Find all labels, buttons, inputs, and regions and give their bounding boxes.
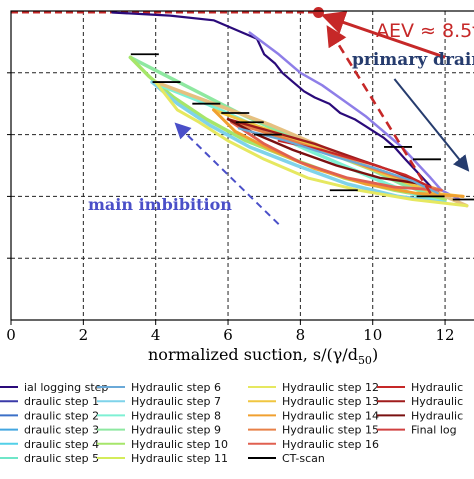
annotation-arrows bbox=[174, 11, 470, 225]
legend-item-17: CT-scan bbox=[248, 452, 325, 465]
series-line-1 bbox=[248, 31, 461, 201]
x-tick-label-0: 0 bbox=[6, 326, 16, 344]
legend-label-0: ial logging step bbox=[24, 381, 108, 394]
x-tick-label-2: 4 bbox=[151, 326, 161, 344]
aev-arrow bbox=[320, 11, 446, 59]
legend-item-5: draulic step 5 bbox=[0, 452, 99, 465]
legend-item-18: Hydraulic bbox=[377, 381, 463, 394]
legend-item-4: draulic step 4 bbox=[0, 438, 99, 451]
aev-annotation: AEV ≈ 8.5γ bbox=[376, 20, 474, 42]
legend-item-20: Hydraulic bbox=[377, 409, 463, 422]
legend-item-10: Hydraulic step 10 bbox=[97, 438, 228, 451]
series-line-0 bbox=[111, 11, 447, 198]
legend-label-12: Hydraulic step 12 bbox=[282, 381, 379, 394]
x-tick-label-6: 12 bbox=[436, 326, 455, 344]
aev-dashed-arrow bbox=[326, 25, 432, 194]
legend-label-7: Hydraulic step 7 bbox=[131, 395, 221, 408]
legend-label-11: Hydraulic step 11 bbox=[131, 452, 228, 465]
legend-label-1: draulic step 1 bbox=[24, 395, 99, 408]
legend-label-18: Hydraulic bbox=[411, 381, 463, 394]
legend-label-10: Hydraulic step 10 bbox=[131, 438, 228, 451]
legend-label-5: draulic step 5 bbox=[24, 452, 99, 465]
legend-label-20: Hydraulic bbox=[411, 409, 463, 422]
series-line-7 bbox=[154, 80, 469, 208]
legend-item-3: draulic step 3 bbox=[0, 424, 99, 437]
ct-scan-marks bbox=[130, 53, 474, 201]
x-tick-label-1: 2 bbox=[79, 326, 89, 344]
x-ticks: 0 2 4 6 8 10 12 bbox=[6, 320, 455, 344]
legend-item-9: Hydraulic step 9 bbox=[97, 424, 221, 437]
series-line-15 bbox=[237, 127, 439, 195]
legend-item-6: Hydraulic step 6 bbox=[97, 381, 221, 394]
x-tick-label-4: 8 bbox=[296, 326, 306, 344]
x-axis-label: normalized suction, s/(γ/d50) bbox=[148, 345, 378, 367]
primary-drainage-arrow bbox=[393, 78, 470, 172]
legend-label-16: Hydraulic step 16 bbox=[282, 438, 379, 451]
main-imbibition-annotation: main imbibition bbox=[88, 195, 232, 214]
legend-item-19: Hydraulic bbox=[377, 395, 463, 408]
legend-item-2: draulic step 2 bbox=[0, 409, 99, 422]
legend-item-7: Hydraulic step 7 bbox=[97, 395, 221, 408]
legend-item-11: Hydraulic step 11 bbox=[97, 452, 228, 465]
legend-label-8: Hydraulic step 8 bbox=[131, 409, 221, 422]
primary-drainage-annotation: primary drair bbox=[352, 50, 474, 70]
x-axis-label-tail: ) bbox=[372, 345, 378, 364]
legend-label-13: Hydraulic step 13 bbox=[282, 395, 379, 408]
series-line-11 bbox=[230, 120, 443, 192]
legend-label-14: Hydraulic step 14 bbox=[282, 409, 379, 422]
legend-item-14: Hydraulic step 14 bbox=[248, 409, 379, 422]
x-axis-label-main: normalized suction, s/(γ/d bbox=[148, 345, 358, 364]
legend-label-21: Final log bbox=[411, 424, 457, 437]
series-group bbox=[11, 7, 469, 208]
aev-point bbox=[312, 7, 324, 19]
legend-label-3: draulic step 3 bbox=[24, 424, 99, 437]
legend-item-15: Hydraulic step 15 bbox=[248, 424, 379, 437]
legend-label-19: Hydraulic bbox=[411, 395, 463, 408]
legend-item-0: ial logging step bbox=[0, 381, 108, 394]
legend-label-9: Hydraulic step 9 bbox=[131, 424, 221, 437]
legend-item-1: draulic step 1 bbox=[0, 395, 99, 408]
x-tick-label-5: 10 bbox=[363, 326, 382, 344]
legend-label-2: draulic step 2 bbox=[24, 409, 99, 422]
x-axis-label-sub: 50 bbox=[358, 354, 372, 367]
x-tick-label-3: 6 bbox=[223, 326, 233, 344]
legend-label-6: Hydraulic step 6 bbox=[131, 381, 221, 394]
legend-label-15: Hydraulic step 15 bbox=[282, 424, 379, 437]
legend-item-16: Hydraulic step 16 bbox=[248, 438, 379, 451]
plot-frame bbox=[10, 10, 474, 321]
legend-item-12: Hydraulic step 12 bbox=[248, 381, 379, 394]
legend-label-4: draulic step 4 bbox=[24, 438, 99, 451]
legend-item-8: Hydraulic step 8 bbox=[97, 409, 221, 422]
legend-item-21: Final log bbox=[377, 424, 457, 437]
legend-label-17: CT-scan bbox=[282, 452, 325, 465]
legend-item-13: Hydraulic step 13 bbox=[248, 395, 379, 408]
y-ticks bbox=[7, 72, 11, 259]
